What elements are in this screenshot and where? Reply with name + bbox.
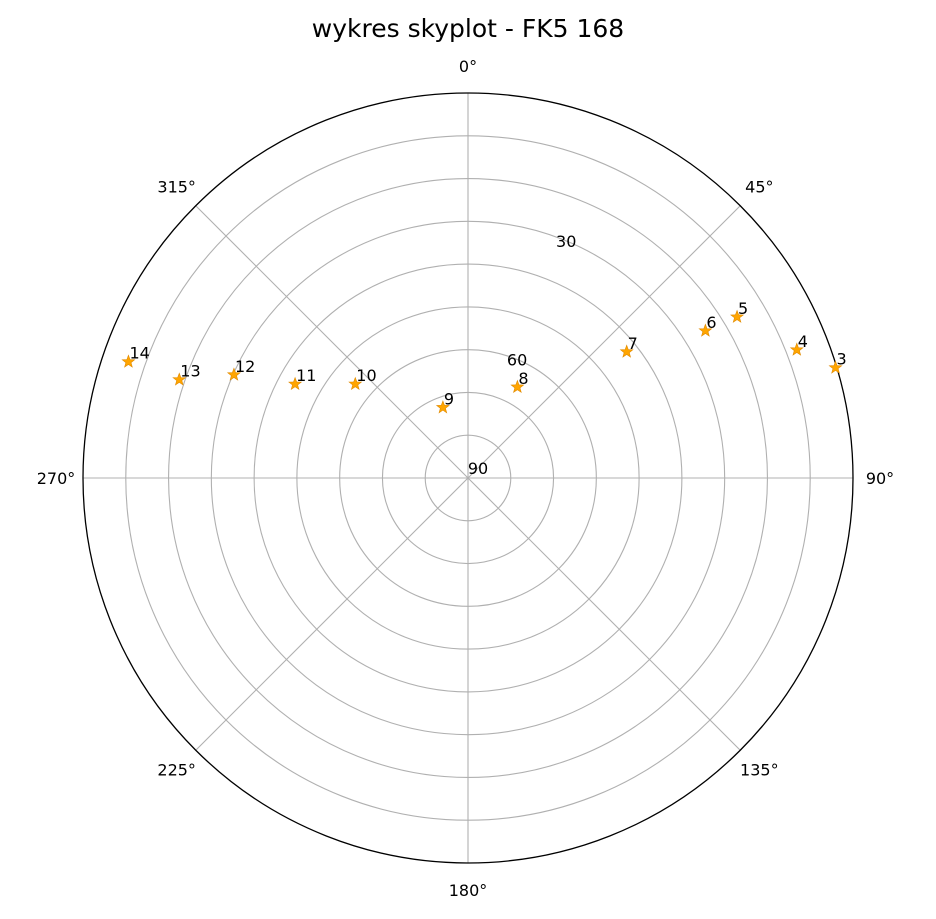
data-point-label: 3 <box>837 350 847 369</box>
data-point-label: 12 <box>235 357 255 376</box>
grid-spoke <box>467 205 741 479</box>
theta-tick-label: 270° <box>37 469 76 488</box>
theta-tick-label: 135° <box>740 760 779 779</box>
polar-frame <box>82 92 854 864</box>
theta-tick-label: 0° <box>459 57 477 76</box>
theta-tick-label: 45° <box>745 178 773 197</box>
data-point-star <box>510 379 525 393</box>
data-point-label: 8 <box>518 369 528 388</box>
theta-tick-label: 90° <box>866 469 894 488</box>
data-point-star <box>789 342 804 356</box>
data-point-star <box>121 354 136 368</box>
r-tick-label: 90 <box>468 459 488 478</box>
spokes-layer <box>83 93 853 863</box>
data-point-star <box>288 376 303 391</box>
data-point-star <box>698 323 713 337</box>
data-point-star <box>730 309 745 323</box>
data-point-label: 5 <box>738 299 748 318</box>
chart-title: wykres skyplot - FK5 168 <box>311 14 625 43</box>
data-point-star <box>828 360 843 374</box>
grid-spoke <box>195 477 469 751</box>
data-point-star <box>172 372 187 386</box>
points-layer <box>121 309 843 414</box>
data-point-star <box>435 400 450 414</box>
theta-tick-label: 225° <box>157 760 196 779</box>
r-tick-label: 30 <box>556 232 576 251</box>
data-point-label: 6 <box>706 313 716 332</box>
data-point-label: 4 <box>798 332 808 351</box>
theta-tick-label: 315° <box>157 178 196 197</box>
theta-tick-label: 180° <box>449 881 488 900</box>
point-labels: 3 4 5 6 7 8 9 10 11 12 13 14 <box>129 299 846 409</box>
data-point-label: 14 <box>129 344 149 363</box>
data-point-star <box>226 367 241 381</box>
data-point-label: 13 <box>180 362 200 381</box>
r-tick-labels: 90 60 30 <box>468 232 577 478</box>
r-tick-label: 60 <box>507 350 527 369</box>
data-point-label: 11 <box>296 366 316 385</box>
grid-spoke <box>467 477 741 751</box>
data-point-label: 10 <box>356 366 376 385</box>
data-point-star <box>348 376 363 391</box>
theta-tick-labels: 0° 45° 90° 135° 180° 225° 270° 315° <box>37 57 894 900</box>
grid-spoke <box>195 205 469 479</box>
data-point-star <box>619 344 634 358</box>
data-point-label: 7 <box>628 334 638 353</box>
data-point-label: 9 <box>444 389 454 408</box>
